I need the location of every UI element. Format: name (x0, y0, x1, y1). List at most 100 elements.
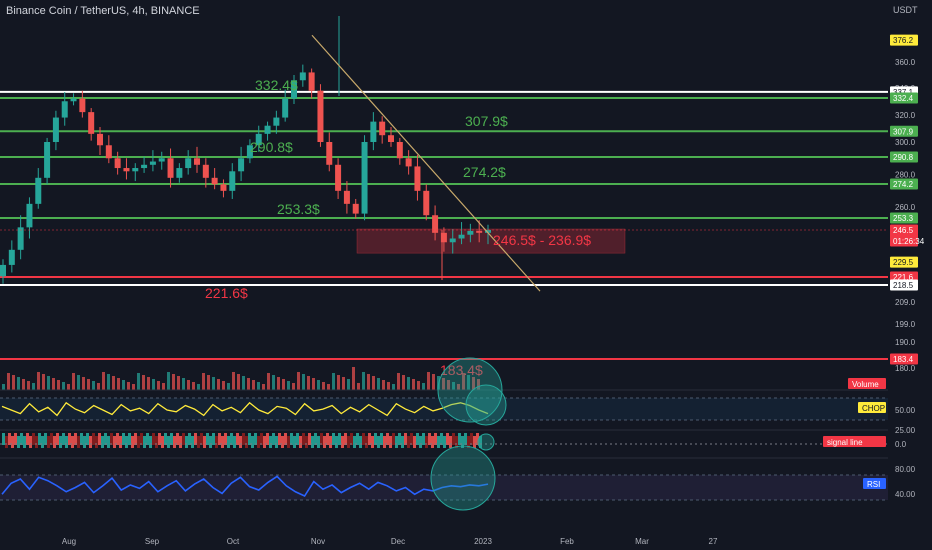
volume-bar (102, 372, 105, 390)
indicator-axis-tick: 50.00 (895, 406, 916, 415)
signal-bar (56, 433, 59, 445)
signal-bar (386, 433, 389, 445)
candle-body (61, 101, 68, 118)
signal-bar (473, 436, 476, 448)
signal-bar (209, 436, 212, 448)
volume-bar (452, 382, 455, 390)
volume-bar (347, 379, 350, 390)
symbol-title[interactable]: Binance Coin / TetherUS, 4h, BINANCE (6, 5, 200, 17)
signal-bar (155, 436, 158, 448)
candle-body (255, 133, 262, 146)
volume-bar (282, 379, 285, 390)
volume-bar (117, 378, 120, 390)
volume-bar (87, 379, 90, 390)
signal-bar (464, 433, 467, 445)
price-badge-label: 376.2 (893, 36, 914, 45)
signal-bar (140, 433, 143, 445)
highlight-circle (477, 433, 495, 451)
candle-body (299, 72, 306, 81)
signal-bar (416, 433, 419, 445)
volume-bar (52, 378, 55, 390)
volume-bar (332, 373, 335, 390)
signal-bar (92, 433, 95, 445)
volume-bar (237, 374, 240, 390)
signal-bar (317, 436, 320, 448)
candle-body (211, 177, 218, 185)
price-badge-label: 246.5 (893, 226, 914, 235)
volume-bar (382, 380, 385, 390)
signal-bar (152, 433, 155, 445)
candle-body (282, 98, 289, 118)
volume-bar (92, 381, 95, 390)
volume-bar (12, 375, 15, 390)
candle-body (335, 164, 342, 191)
candle-body (123, 168, 130, 172)
signal-bar (110, 433, 113, 445)
signal-bar (86, 433, 89, 445)
signal-bar (281, 436, 284, 448)
volume-bar (412, 379, 415, 390)
indicator-tag (823, 436, 886, 447)
signal-bar (161, 436, 164, 448)
candle-body (185, 158, 192, 169)
signal-bar (71, 436, 74, 448)
candle-body (238, 158, 245, 172)
signal-bar (431, 436, 434, 448)
volume-bar (162, 383, 165, 390)
volume-bar (112, 376, 115, 390)
signal-bar (134, 433, 137, 445)
signal-bar (254, 433, 257, 445)
signal-bar (74, 433, 77, 445)
signal-bar (32, 433, 35, 445)
volume-bar (427, 372, 430, 390)
candle-body (485, 230, 491, 233)
signal-bar (128, 433, 131, 445)
signal-bar (29, 436, 32, 448)
signal-bar (41, 436, 44, 448)
signal-bar (263, 436, 266, 448)
candle-body (352, 203, 359, 214)
signal-bar (359, 436, 362, 448)
signal-bar (470, 433, 473, 445)
volume-bar (22, 379, 25, 390)
price-tick: 199.0 (895, 320, 916, 329)
signal-bar (104, 433, 107, 445)
signal-bar (251, 436, 254, 448)
signal-bar (347, 436, 350, 448)
signal-bar (248, 433, 251, 445)
signal-bar (392, 433, 395, 445)
volume-bar (122, 380, 125, 390)
trendline (311, 34, 541, 292)
volume-bar (17, 377, 20, 390)
candle-body (432, 215, 439, 233)
candle-body (220, 184, 227, 191)
indicator-tag-label: RSI (867, 480, 880, 489)
volume-bar (307, 376, 310, 390)
chop-line (1, 401, 489, 417)
signal-bar (224, 433, 227, 445)
volume-bar (147, 377, 150, 390)
volume-bar (82, 377, 85, 390)
signal-bar (443, 436, 446, 448)
volume-bar (2, 384, 5, 390)
candle-body (202, 164, 209, 178)
volume-bar (372, 376, 375, 390)
signal-bar (389, 436, 392, 448)
signal-bar (287, 436, 290, 448)
signal-bar (101, 436, 104, 448)
signal-bar (230, 433, 233, 445)
signal-bar (11, 436, 14, 448)
indicator-axis-tick: 40.00 (895, 490, 916, 499)
volume-bar (442, 378, 445, 390)
candle-body (194, 158, 200, 165)
candle-body (114, 158, 121, 169)
volume-bar (472, 377, 475, 390)
volume-bar (417, 381, 420, 390)
time-tick: Aug (62, 537, 76, 546)
signal-bar (125, 436, 128, 448)
candle-body (17, 227, 24, 250)
signal-bar (242, 433, 245, 445)
price-badge-label: 274.2 (893, 180, 914, 189)
price-badge (890, 279, 918, 291)
